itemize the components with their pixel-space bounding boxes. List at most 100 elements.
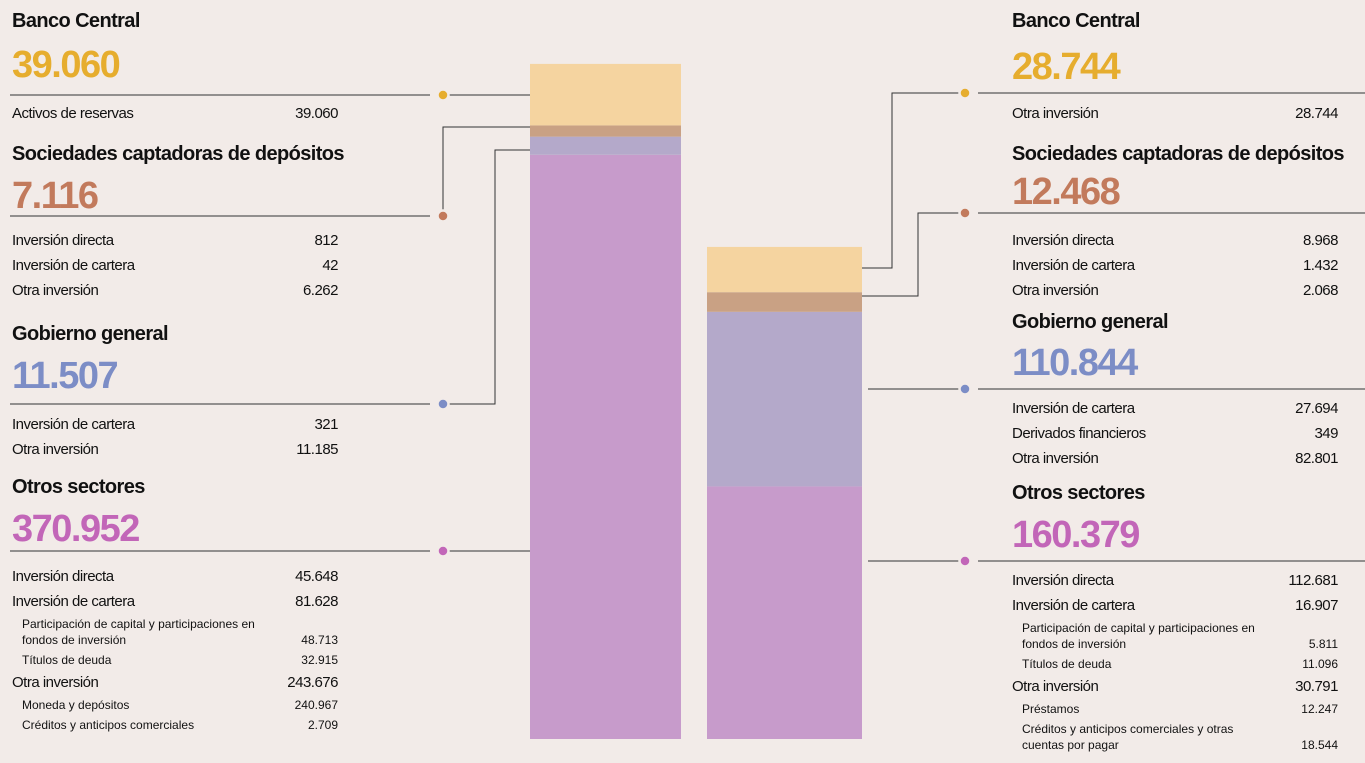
item-list: Inversión directa 45.648 Inversión de cart… — [12, 564, 338, 735]
item-list: Inversión de cartera 27.694 Derivados fina… — [1012, 396, 1338, 471]
sub-item-label: Préstamos — [1022, 702, 1080, 716]
item-row: Otra inversión 6.262 — [12, 278, 339, 303]
sector-total: 12.468 — [1012, 171, 1121, 213]
item-row: Otra inversión 30.791 — [1012, 674, 1338, 699]
item-label: Inversión directa — [1012, 232, 1114, 249]
item-row: Otra inversión 243.676 — [12, 670, 338, 695]
item-value: 812 — [314, 232, 338, 249]
item-value: 243.676 — [287, 674, 338, 691]
sub-item-row: Participación de capital y participacion… — [1012, 618, 1338, 654]
connector — [443, 149, 530, 405]
item-row: Inversión directa 8.968 — [1012, 228, 1339, 253]
item-row: Inversión de cartera 321 — [12, 412, 338, 437]
sector-name: Banco Central — [1012, 10, 1140, 32]
item-row: Inversión de cartera 1.432 — [1012, 253, 1339, 278]
item-row: Inversión de cartera 81.628 — [12, 589, 338, 614]
item-label: Otra inversión — [12, 282, 99, 299]
item-row: Inversión de cartera 27.694 — [1012, 396, 1338, 421]
sub-item-row: Participación de capital y participacion… — [12, 614, 338, 650]
item-value: 349 — [1314, 425, 1338, 442]
sub-item-value: 240.967 — [294, 698, 338, 712]
item-value: 112.681 — [1288, 572, 1338, 589]
connector — [862, 212, 965, 297]
item-value: 16.907 — [1295, 597, 1338, 614]
item-label: Inversión de cartera — [1012, 400, 1135, 417]
item-value: 8.968 — [1302, 232, 1339, 249]
item-value: 28.744 — [1295, 105, 1338, 122]
item-value: 1.432 — [1302, 257, 1339, 274]
sector-name: Gobierno general — [1012, 311, 1169, 333]
sub-item-label: Participación de capital y participacion… — [22, 617, 255, 647]
dot — [436, 397, 450, 411]
item-value: 11.185 — [296, 441, 338, 458]
item-value: 27.694 — [1295, 400, 1338, 417]
item-label: Otra inversión — [1012, 282, 1099, 299]
item-row: Otra inversión 82.801 — [1012, 446, 1338, 471]
item-value: 321 — [314, 416, 338, 433]
sector-name: Banco Central — [12, 10, 140, 32]
item-value: 82.801 — [1295, 450, 1338, 467]
item-row: Otra inversión 2.068 — [1012, 278, 1339, 303]
sub-item-label: Créditos y anticipos comerciales y otras… — [1022, 722, 1234, 752]
item-list: Otra inversión 28.744 — [1012, 101, 1338, 126]
item-value: 2.068 — [1302, 282, 1339, 299]
sub-item-label: Moneda y depósitos — [22, 698, 130, 712]
sector-total: 7.116 — [12, 175, 99, 217]
sub-item-row: Créditos y anticipos comerciales y otras… — [1012, 719, 1338, 755]
bar-segment — [707, 311, 862, 487]
item-list: Activos de reservas 39.060 — [12, 101, 338, 126]
sector-name: Sociedades captadoras de depósitos — [1012, 143, 1345, 165]
item-list: Inversión directa 8.968 Inversión de carte… — [1012, 228, 1339, 303]
sub-item-row: Créditos y anticipos comerciales 2.709 — [12, 715, 338, 735]
bar-segment — [530, 136, 681, 155]
bar-segment — [707, 246, 862, 293]
sub-item-value: 48.713 — [301, 633, 338, 647]
bar-segment — [707, 292, 862, 312]
sub-item-label: Títulos de deuda — [1022, 657, 1112, 671]
sub-item-label: Títulos de deuda — [22, 653, 112, 667]
item-row: Otra inversión 11.185 — [12, 437, 338, 462]
dot — [958, 206, 972, 220]
sector-name: Sociedades captadoras de depósitos — [12, 143, 345, 165]
item-value: 30.791 — [1295, 678, 1338, 695]
item-label: Otra inversión — [12, 441, 99, 458]
item-label: Inversión de cartera — [12, 257, 135, 274]
sector-total: 160.379 — [1012, 514, 1140, 556]
item-label: Otra inversión — [1012, 105, 1099, 122]
sub-item-value: 11.096 — [1302, 657, 1338, 671]
item-row: Inversión directa 812 — [12, 228, 338, 253]
item-list: Inversión de cartera 321 Otra inversión 11.… — [12, 412, 338, 462]
item-label: Activos de reservas — [12, 105, 134, 122]
sub-item-row: Moneda y depósitos 240.967 — [12, 695, 338, 715]
item-row: Inversión directa 112.681 — [1012, 568, 1338, 593]
sector-total: 110.844 — [1012, 342, 1138, 384]
item-list: Inversión directa 812 Inversión de cartera… — [12, 228, 339, 303]
sub-item-value: 12.247 — [1301, 702, 1338, 716]
item-row: Inversión directa 45.648 — [12, 564, 338, 589]
connector — [862, 92, 965, 269]
sub-item-row: Títulos de deuda 32.915 — [12, 650, 338, 670]
sector-total: 39.060 — [12, 44, 121, 86]
item-label: Otra inversión — [1012, 678, 1099, 695]
sector-name: Otros sectores — [12, 476, 145, 498]
sector-total: 370.952 — [12, 508, 140, 550]
sub-item-label: Participación de capital y participacion… — [1022, 621, 1255, 651]
connector — [442, 126, 530, 216]
item-label: Inversión directa — [12, 568, 114, 585]
item-value: 39.060 — [295, 105, 338, 122]
item-value: 45.648 — [295, 568, 338, 585]
sector-name: Gobierno general — [12, 323, 169, 345]
item-row: Otra inversión 28.744 — [1012, 101, 1338, 126]
item-label: Inversión de cartera — [1012, 597, 1135, 614]
item-row: Activos de reservas 39.060 — [12, 101, 338, 126]
item-list: Inversión directa 112.681 Inversión de car… — [1012, 568, 1338, 755]
item-value: 6.262 — [302, 282, 339, 299]
dot — [958, 554, 972, 568]
item-value: 42 — [322, 257, 338, 274]
sub-item-value: 5.811 — [1308, 637, 1338, 651]
bar-segment — [530, 125, 681, 137]
sector-total: 28.744 — [1012, 46, 1121, 88]
bar-segment — [707, 486, 862, 739]
